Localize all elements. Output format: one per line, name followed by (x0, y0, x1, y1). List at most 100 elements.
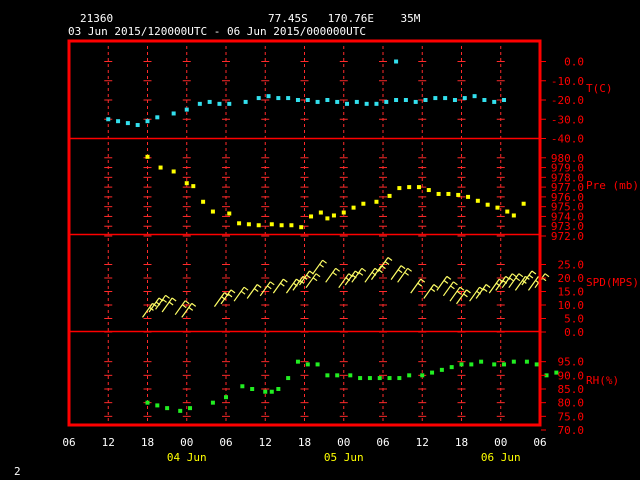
xtick-1: 12 (102, 436, 115, 449)
temperature-point-0 (106, 117, 111, 122)
wind-barb-shaft-14 (299, 270, 310, 286)
wind-barb-shaft-12 (285, 278, 297, 294)
pressure-point-18 (331, 213, 336, 218)
wind-barb-shaft-23 (377, 257, 389, 272)
wind-barb-flag2-16 (319, 263, 324, 268)
wind-barb-flag-30 (459, 286, 465, 291)
temperature-point-2 (125, 121, 130, 126)
wind-barb-9 (246, 284, 262, 299)
wind-barb-flag-10 (269, 281, 275, 286)
humidity-point-3 (178, 408, 183, 413)
xtick-3: 00 (180, 436, 193, 449)
wind-barb-21 (364, 267, 380, 283)
wind-barb-8 (233, 286, 249, 302)
ytick-humidity-4: 75.0 (558, 410, 585, 423)
temperature-point-16 (286, 96, 291, 101)
wind-barb-26 (410, 278, 426, 294)
wind-barb-5 (181, 302, 197, 318)
wind-barb-33 (475, 284, 491, 299)
temperature-point-31 (433, 96, 438, 101)
wind-barb-shaft-2 (155, 294, 167, 310)
grid-markers (104, 46, 505, 424)
temperature-point-7 (184, 107, 189, 112)
ytick-temperature-1: -10.0 (551, 75, 584, 88)
temperature-point-29 (413, 99, 418, 104)
humidity-point-0 (145, 400, 150, 405)
wind-barb-shaft-30 (449, 286, 461, 302)
wind-barb-shaft-22 (370, 265, 382, 280)
humidity-point-9 (263, 389, 268, 394)
pressure-point-37 (521, 201, 526, 206)
wind-barb-shaft-0 (142, 303, 153, 318)
ytick-pressure-1: 979.0 (551, 162, 584, 175)
humidity-point-19 (358, 376, 363, 381)
humidity-point-4 (188, 406, 193, 411)
ytick-humidity-2: 85.0 (558, 383, 585, 396)
wind-barb-30 (449, 286, 465, 302)
pressure-point-23 (387, 193, 392, 198)
humidity-point-11 (276, 387, 281, 391)
wind-barb-flag2-27 (430, 288, 436, 292)
humidity-point-15 (315, 362, 320, 367)
pressure-point-29 (446, 191, 451, 196)
wind-barb-27 (423, 284, 439, 299)
wind-barb-flag2-33 (482, 288, 488, 292)
panel-label-temperature: T(C) (586, 82, 613, 95)
temperature-point-32 (443, 96, 448, 101)
wind-barb-flag2-7 (227, 293, 233, 298)
pressure-point-8 (237, 221, 242, 226)
temperature-point-38 (502, 98, 507, 102)
wind-barb-flag-4 (184, 300, 190, 305)
temperature-point-10 (217, 101, 222, 106)
humidity-point-16 (325, 373, 330, 378)
wind-barb-flag-3 (171, 297, 177, 302)
wind-barb-flag-20 (361, 267, 367, 272)
pressure-point-2 (171, 169, 176, 174)
wind-barb-shaft-31 (456, 289, 467, 305)
panel-label-humidity: RH(%) (586, 374, 619, 387)
humidity-point-28 (449, 365, 454, 370)
wind-barb-flag2-8 (240, 290, 246, 295)
temperature-point-6 (171, 111, 176, 116)
wind-barb-shaft-18 (338, 273, 350, 289)
pressure-point-3 (184, 181, 189, 186)
wind-barb-39 (521, 270, 537, 286)
wind-barb-shaft-11 (272, 278, 284, 294)
wind-barb-flag-16 (322, 259, 327, 264)
wind-barb-10 (259, 281, 275, 297)
temperature-point-34 (462, 96, 467, 101)
wind-barb-15 (305, 273, 321, 289)
ytick-pressure-7: 973.0 (551, 220, 584, 233)
wind-barb-flag-37 (518, 273, 524, 278)
xdate-2: 06 Jun (481, 451, 521, 464)
wind-barb-shaft-6 (213, 292, 225, 307)
temperature-point-20 (325, 98, 330, 102)
xtick-8: 06 (376, 436, 389, 449)
wind-barb-shaft-26 (410, 278, 422, 294)
wind-barb-shaft-25 (397, 267, 409, 283)
wind-barb-shaft-1 (148, 297, 160, 313)
temperature-point-17 (295, 98, 300, 102)
wind-barb-shaft-37 (508, 273, 520, 289)
temperature-point-5 (155, 115, 160, 120)
wind-barb-flag-17 (335, 267, 341, 272)
xtick-12: 06 (533, 436, 546, 449)
pressure-point-13 (289, 223, 294, 228)
wind-barb-flag2-9 (253, 288, 259, 292)
wind-barb-flag2-23 (384, 261, 390, 265)
wind-barb-18 (338, 273, 354, 289)
wind-barb-flag-9 (256, 284, 262, 288)
humidity-point-5 (210, 400, 215, 405)
pressure-point-17 (325, 216, 330, 221)
ytick-humidity-3: 80.0 (558, 397, 585, 410)
temperature-point-15 (276, 96, 281, 101)
wind-barb-shaft-28 (436, 276, 448, 291)
ytick-humidity-5: 70.0 (558, 424, 585, 437)
temperature-point-1 (116, 119, 121, 124)
pressure-point-34 (495, 205, 500, 210)
temperature-point-19 (315, 99, 320, 104)
xtick-7: 00 (337, 436, 350, 449)
wind-barb-shaft-32 (469, 286, 481, 302)
pressure-point-7 (227, 211, 232, 216)
plot-frame (67, 39, 542, 427)
